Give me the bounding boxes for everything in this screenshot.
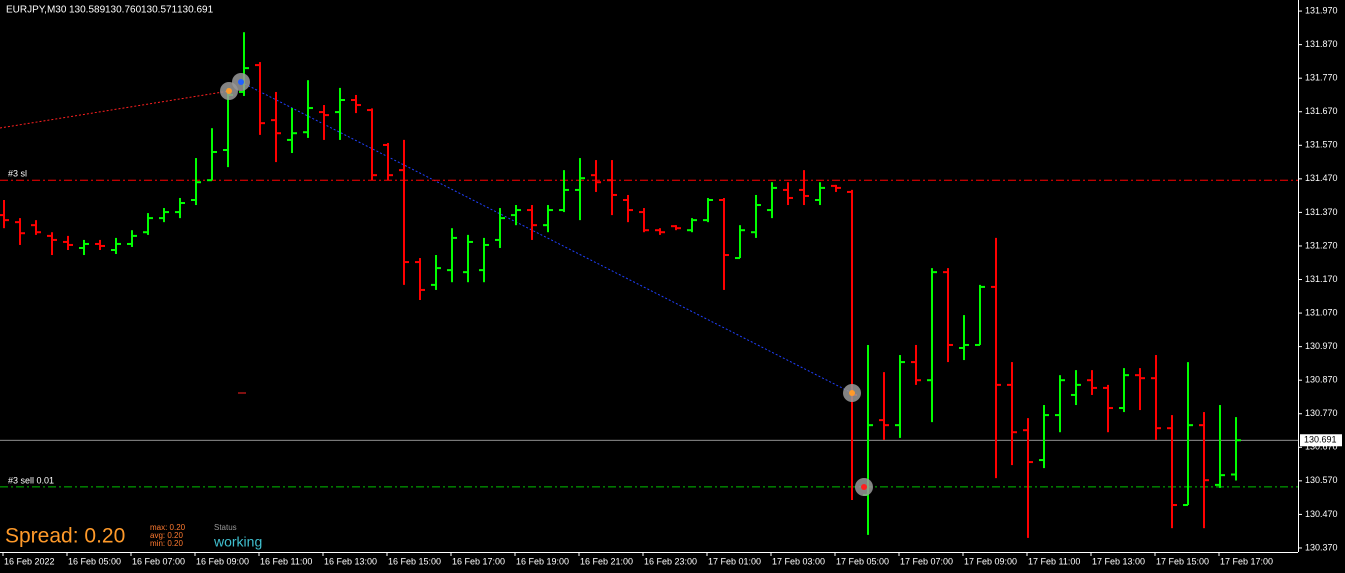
trade-marker-dot xyxy=(861,484,867,490)
spread-avg: avg: 0.20 xyxy=(150,531,183,540)
y-tick-label: 131.470 xyxy=(1305,173,1338,183)
x-tick-label: 17 Feb 13:00 xyxy=(1092,556,1145,566)
x-tick-label: 16 Feb 19:00 xyxy=(516,556,569,566)
y-tick-label: 131.270 xyxy=(1305,240,1338,250)
y-tick-label: 131.770 xyxy=(1305,73,1338,83)
trade-marker-dot xyxy=(849,390,855,396)
last-price-label: 130.691 xyxy=(1304,435,1337,445)
x-tick-label: 17 Feb 15:00 xyxy=(1156,556,1209,566)
y-tick-label: 131.970 xyxy=(1305,5,1338,15)
spread-min: min: 0.20 xyxy=(150,539,183,548)
ohlc-low: 130.571 xyxy=(141,5,178,16)
x-tick-label: 16 Feb 07:00 xyxy=(132,556,185,566)
x-tick-label: 17 Feb 11:00 xyxy=(1028,556,1080,566)
y-tick-label: 131.670 xyxy=(1305,106,1338,116)
last-price-box xyxy=(1300,434,1342,447)
level-label: #3 sl xyxy=(8,169,27,179)
x-tick-label: 17 Feb 17:00 xyxy=(1220,556,1273,566)
x-tick-label: 17 Feb 01:00 xyxy=(708,556,761,566)
y-tick-label: 130.970 xyxy=(1305,341,1338,351)
y-tick-label: 130.370 xyxy=(1305,542,1338,552)
y-tick-label: 131.570 xyxy=(1305,140,1338,150)
x-tick-label: 17 Feb 09:00 xyxy=(964,556,1017,566)
y-tick-label: 130.570 xyxy=(1305,475,1338,485)
spread: Spread: 0.20 xyxy=(5,525,125,548)
x-tick-label: 16 Feb 21:00 xyxy=(580,556,633,566)
y-tick-label: 131.170 xyxy=(1305,274,1338,284)
y-tick-label: 131.070 xyxy=(1305,307,1338,317)
x-tick-label: 16 Feb 15:00 xyxy=(388,556,441,566)
level-label: #3 sell 0.01 xyxy=(8,475,54,485)
trade-line xyxy=(240,81,853,394)
spread-max: max: 0.20 xyxy=(150,523,186,532)
x-tick-label: 16 Feb 23:00 xyxy=(644,556,697,566)
x-tick-label: 16 Feb 09:00 xyxy=(196,556,249,566)
trade-line xyxy=(0,90,230,129)
y-tick-label: 130.870 xyxy=(1305,375,1338,385)
x-tick-label: 16 Feb 2022 xyxy=(4,556,55,566)
status: working xyxy=(213,534,262,550)
y-tick-label: 131.370 xyxy=(1305,207,1338,217)
ohlc-open: 130.589 xyxy=(69,5,106,16)
trade-marker-dot xyxy=(238,79,244,85)
y-tick-label: 130.670 xyxy=(1305,442,1338,452)
x-tick-label: 17 Feb 07:00 xyxy=(900,556,953,566)
x-tick-label: 16 Feb 11:00 xyxy=(260,556,312,566)
y-tick-label: 131.870 xyxy=(1305,39,1338,49)
ohlc-close: 130.691 xyxy=(177,5,214,16)
x-tick-label: 16 Feb 17:00 xyxy=(452,556,505,566)
y-tick-label: 130.770 xyxy=(1305,408,1338,418)
x-tick-label: 17 Feb 03:00 xyxy=(772,556,825,566)
x-tick-label: 17 Feb 05:00 xyxy=(836,556,889,566)
ohlc-high: 130.760 xyxy=(105,5,142,16)
x-tick-label: 16 Feb 13:00 xyxy=(324,556,377,566)
symbol: EURJPY,M30 xyxy=(6,5,67,16)
trade-marker-dot xyxy=(226,88,232,94)
y-tick-label: 130.470 xyxy=(1305,509,1338,519)
status-label: Status xyxy=(214,523,237,532)
x-tick-label: 16 Feb 05:00 xyxy=(68,556,121,566)
